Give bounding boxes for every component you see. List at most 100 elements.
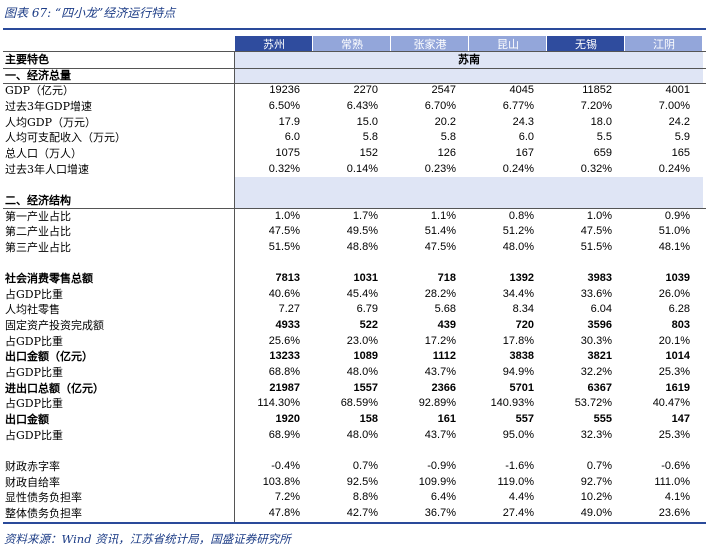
cell-value: 53.72% (574, 397, 612, 410)
cell-value: 1.7% (352, 209, 378, 222)
row-label: 出口金额（亿元） (5, 350, 93, 364)
cell-value: 17.8% (502, 334, 534, 347)
cell-value: 19236 (269, 84, 300, 97)
cell-value: 7.00% (658, 99, 690, 112)
cell-value: 5.5 (596, 131, 612, 144)
cell-value: 0.14% (346, 162, 378, 175)
cell-value: 439 (437, 319, 456, 332)
cell-value: -0.4% (271, 459, 300, 472)
cell-value: 95.0% (502, 428, 534, 441)
cell-value: 42.7% (346, 506, 378, 519)
cell-value: 94.9% (502, 366, 534, 378)
cell-value: 32.2% (580, 366, 612, 378)
cell-value: 17.9 (278, 115, 300, 128)
cell-value: 4001 (665, 84, 690, 97)
cell-value: 34.4% (502, 287, 534, 300)
cell-value: 68.9% (268, 428, 300, 441)
cell-value: 6367 (587, 381, 612, 394)
cell-value: 40.6% (268, 287, 300, 300)
cell-value: 51.0% (658, 225, 690, 238)
header-cell (547, 36, 624, 52)
cell-value: 0.23% (424, 162, 456, 175)
column-divider (234, 52, 235, 522)
cell-value: 109.9% (418, 475, 456, 488)
header-cell (313, 36, 390, 52)
row-label: 过去3年人口增速 (5, 162, 89, 176)
cell-value: 4045 (509, 84, 534, 97)
cell-value: 1392 (509, 272, 534, 285)
row-label: 过去3年GDP增速 (5, 99, 93, 113)
cell-value: 5.9 (674, 131, 690, 144)
row-line (3, 208, 706, 209)
cell-value: 147 (671, 412, 690, 425)
cell-value: 1075 (275, 146, 300, 159)
cell-value: 8.8% (352, 491, 378, 504)
cell-value: 24.2 (668, 115, 690, 128)
cell-value: 0.24% (658, 162, 690, 175)
cell-value: 1557 (353, 381, 378, 394)
row-label: 第二产业占比 (5, 225, 71, 239)
cell-value: 48.8% (346, 240, 378, 253)
cell-value: 48.0% (346, 366, 378, 378)
cell-value: 557 (515, 412, 534, 425)
cell-value: 7.20% (580, 99, 612, 112)
cell-value: 36.7% (424, 506, 456, 519)
cell-value: 1039 (665, 272, 690, 285)
title: 图表 67: “四小龙”经济运行特点 (4, 6, 176, 20)
cell-value: 3983 (587, 272, 612, 285)
cell-value: 2270 (353, 84, 378, 97)
region: 苏南 (458, 53, 480, 66)
cell-value: 152 (359, 146, 378, 159)
row-label: 占GDP比重 (5, 397, 64, 411)
cell-value: 3838 (509, 350, 534, 363)
cell-value: 1.0% (274, 209, 300, 222)
column-header: 张家港 (413, 37, 447, 51)
cell-value: 40.47% (652, 397, 690, 410)
cell-value: 6.70% (424, 99, 456, 112)
cell-value: 47.5% (268, 225, 300, 238)
cell-value: -0.6% (661, 459, 690, 472)
cell-value: 21987 (269, 381, 300, 394)
cell-value: 47.5% (424, 240, 456, 253)
cell-value: 10.2% (580, 491, 612, 504)
cell-value: 0.7% (352, 459, 378, 472)
cell-value: 30.3% (580, 334, 612, 347)
cell-value: 6.28 (668, 303, 690, 316)
cell-value: 126 (437, 146, 456, 159)
cell-value: 0.7% (586, 459, 612, 472)
cell-value: 68.59% (340, 397, 378, 410)
cell-value: 803 (671, 319, 690, 332)
header-cell (625, 36, 702, 52)
cell-value: 51.5% (580, 240, 612, 253)
row-label: 占GDP比重 (5, 287, 64, 301)
row-label: 占GDP比重 (5, 428, 64, 442)
cell-value: 68.8% (268, 366, 300, 378)
cell-value: 111.0% (654, 475, 690, 488)
column-header: 苏州 (263, 37, 285, 51)
row-label: 人均可支配收入（万元） (5, 131, 126, 145)
cell-value: 15.0 (356, 115, 378, 128)
cell-value: 161 (437, 412, 456, 425)
column-header: 常熟 (341, 37, 363, 51)
cell-value: 49.5% (346, 225, 378, 238)
cell-value: 8.34 (512, 303, 534, 316)
cell-value: 48.1% (658, 240, 690, 253)
cell-value: 6.0 (284, 131, 300, 144)
cell-value: 23.0% (346, 334, 378, 347)
cell-value: 6.77% (502, 99, 534, 112)
row-line (3, 82, 706, 84)
header-cell (235, 36, 312, 52)
cell-value: 0.32% (268, 162, 300, 175)
rule (3, 522, 706, 524)
cell-value: 45.4% (346, 287, 378, 300)
cell-value: 167 (515, 146, 534, 159)
row-label: 第三产业占比 (5, 240, 71, 254)
cell-value: 48.0% (502, 240, 534, 253)
cell-value: 11852 (582, 84, 612, 97)
cell-value: 6.43% (346, 99, 378, 112)
cell-value: 7.2% (274, 491, 300, 504)
cell-value: 23.6% (658, 506, 690, 519)
row-label: 占GDP比重 (5, 366, 64, 379)
cell-value: 20.1% (658, 334, 690, 347)
